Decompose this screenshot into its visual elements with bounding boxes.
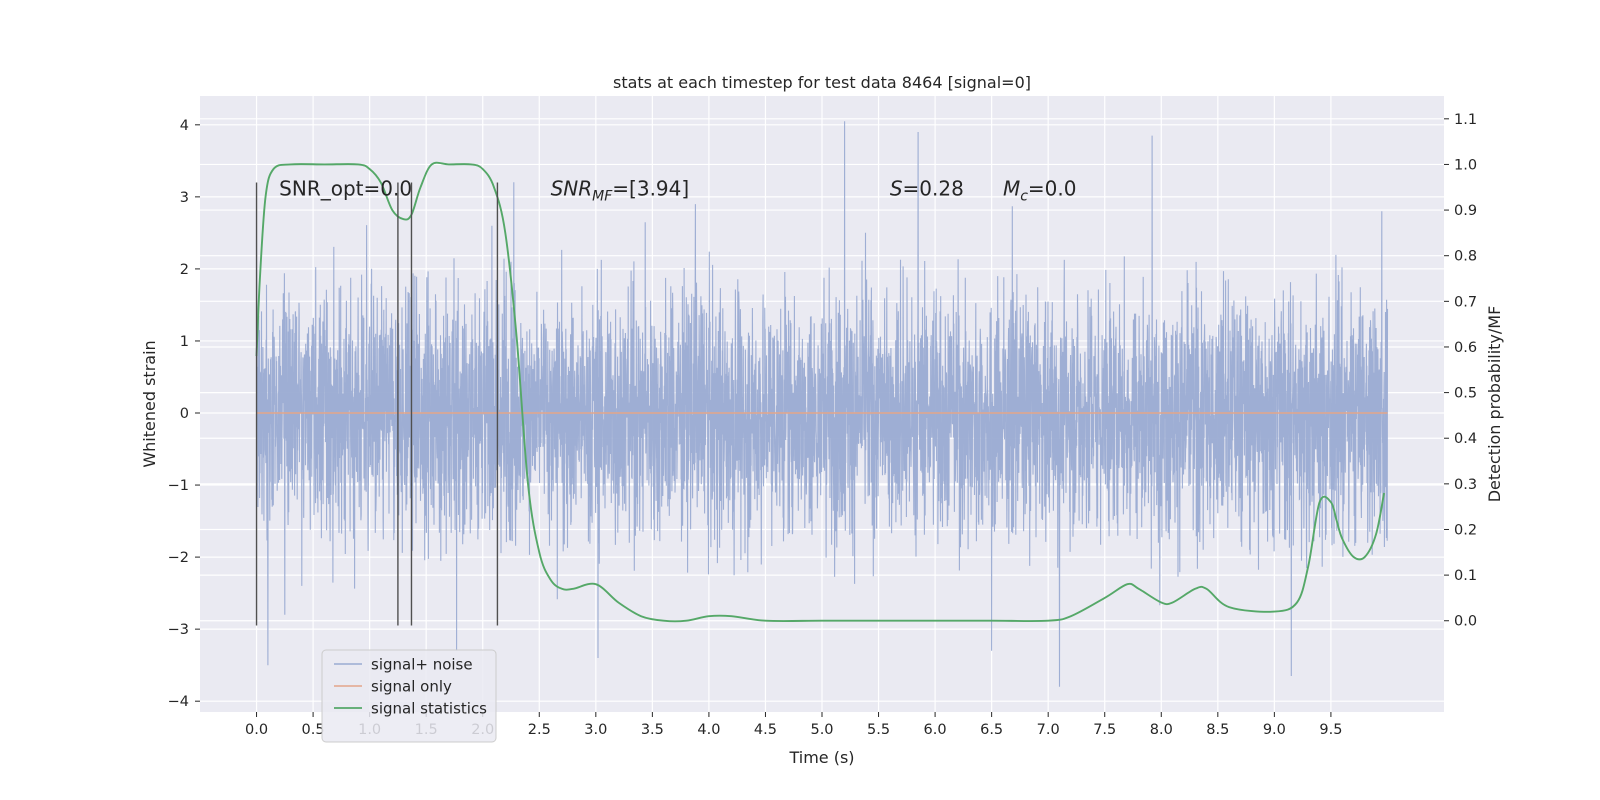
x-tick-label: 6.0 <box>924 722 947 738</box>
annotation-text: Mc=0.0 <box>1003 177 1077 205</box>
legend-label-noise: signal+ noise <box>371 656 473 674</box>
x-tick-label: 4.5 <box>754 722 777 738</box>
x-axis-label: Time (s) <box>788 748 854 767</box>
y-tick-label: 0 <box>180 406 189 422</box>
x-tick-label: 2.5 <box>528 722 551 738</box>
annotations: SNR_opt=0.0 SNRMF=[3.94] S=0.28 Mc=0.0 <box>279 177 1076 205</box>
marker-lines <box>255 182 499 626</box>
y-tick-label: −2 <box>168 550 189 566</box>
y-right-tick-label: 0.7 <box>1454 294 1477 310</box>
x-tick-label: 5.5 <box>867 722 890 738</box>
y-right-tick-label: 0.4 <box>1454 431 1477 447</box>
x-tick-label: 8.5 <box>1206 722 1229 738</box>
y-right-tick-label: 0.5 <box>1454 386 1477 402</box>
x-tick-label: 6.5 <box>980 722 1003 738</box>
y-tick-label: −4 <box>168 694 189 710</box>
y-tick-label: 1 <box>180 334 189 350</box>
y-tick-label: 2 <box>180 262 189 278</box>
series-line-signal-statistics <box>255 161 1386 623</box>
legend-label-signal-statistics: signal statistics <box>371 700 487 718</box>
y-axis-label: Whitened strain <box>140 340 159 467</box>
y-tick-label: 4 <box>180 118 189 134</box>
noise-trace <box>255 121 1389 687</box>
x-tick-label: 3.0 <box>584 722 607 738</box>
y-right-tick-label: 1.1 <box>1454 112 1477 128</box>
annotation-text: S=0.28 <box>890 177 964 201</box>
y-tick-label: −1 <box>168 478 189 494</box>
x-tick-label: 7.5 <box>1093 722 1116 738</box>
y-right-tick-label: 0.8 <box>1454 249 1477 265</box>
chart-title: stats at each timestep for test data 846… <box>613 73 1031 92</box>
y-right-tick-label: 0.3 <box>1454 477 1477 493</box>
x-tick-label: 5.0 <box>810 722 833 738</box>
annotation-text: SNR_opt=0.0 <box>279 177 412 201</box>
y-right-tick-label: 0.2 <box>1454 522 1477 538</box>
y-tick-label: 3 <box>180 190 189 206</box>
x-tick-label: 8.0 <box>1150 722 1173 738</box>
x-tick-label: 3.5 <box>641 722 664 738</box>
y-right-tick-label: 0.9 <box>1454 203 1477 219</box>
x-tick-label: 0.5 <box>302 722 325 738</box>
x-tick-label: 4.0 <box>697 722 720 738</box>
y-right-tick-label: 1.0 <box>1454 157 1477 173</box>
y-right-axis-label: Detection probability/MF <box>1485 306 1504 503</box>
x-tick-label: 0.0 <box>245 722 268 738</box>
x-tick-label: 9.0 <box>1263 722 1286 738</box>
series-layer <box>255 161 1388 623</box>
annotation-text: SNRMF=[3.94] <box>551 177 690 205</box>
y-tick-label: −3 <box>168 622 189 638</box>
legend-label-signal-only: signal only <box>371 678 452 696</box>
y-right-tick-label: 0.0 <box>1454 614 1477 630</box>
y-right-tick-label: 0.6 <box>1454 340 1477 356</box>
y-right-tick-label: 0.1 <box>1454 568 1477 584</box>
legend-box <box>321 649 497 743</box>
x-tick-label: 7.0 <box>1037 722 1060 738</box>
legend: signal+ noise signal only signal statist… <box>321 649 497 743</box>
noise-line <box>255 121 1389 687</box>
x-tick-label: 9.5 <box>1319 722 1342 738</box>
